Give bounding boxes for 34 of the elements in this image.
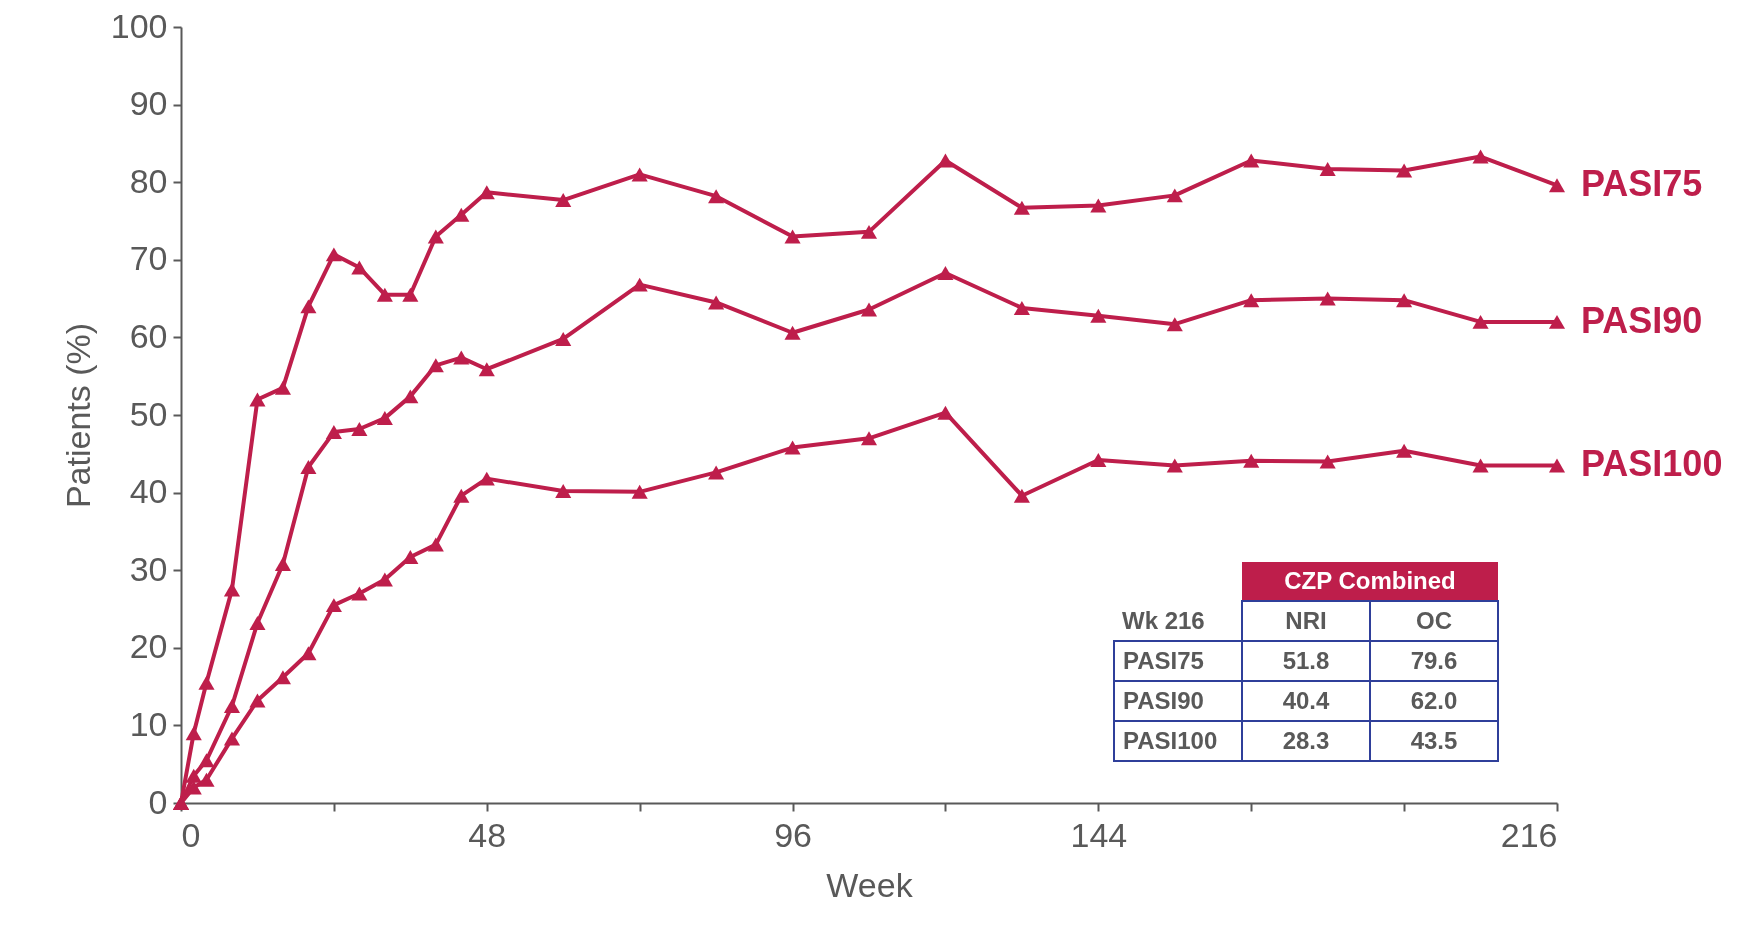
y-tick-label: 100 <box>110 6 168 45</box>
annotation: 43.5 <box>1370 721 1498 761</box>
annotation: PASI100 <box>1114 721 1242 761</box>
annotation: OC <box>1370 601 1498 641</box>
series-label: PASI90 <box>1581 299 1703 341</box>
x-tick-label: 0 <box>181 815 201 854</box>
table-header-cell: CZP Combined <box>1242 562 1498 601</box>
x-tick-label: 96 <box>774 815 812 854</box>
annotation: NRI <box>1242 601 1370 641</box>
annotation: 40.4 <box>1242 681 1370 721</box>
y-tick-label: 90 <box>129 84 168 123</box>
annotation: PASI90 <box>1114 681 1242 721</box>
y-axis-title: Patients (%) <box>58 322 97 509</box>
x-tick-label: 144 <box>1070 815 1128 854</box>
series-label: PASI75 <box>1581 163 1703 205</box>
annotation: 62.0 <box>1370 681 1498 721</box>
y-tick-label: 80 <box>129 161 168 200</box>
annotation: 51.8 <box>1242 641 1370 681</box>
y-tick-label: 10 <box>129 704 168 743</box>
y-tick-label: 70 <box>129 239 168 278</box>
y-tick-label: 60 <box>129 316 168 355</box>
y-tick-label: 40 <box>129 472 168 511</box>
series-label: PASI100 <box>1581 443 1723 485</box>
annotation: 28.3 <box>1242 721 1370 761</box>
y-tick-label: 0 <box>148 782 168 821</box>
y-tick-label: 50 <box>129 394 168 433</box>
x-tick-label: 48 <box>468 815 507 854</box>
annotation: 79.6 <box>1370 641 1498 681</box>
y-tick-label: 20 <box>129 627 168 666</box>
annotation: Wk 216 <box>1121 605 1206 636</box>
annotation: PASI75 <box>1114 641 1242 681</box>
x-tick-label: 216 <box>1500 815 1558 854</box>
x-axis-title: Week <box>826 865 914 904</box>
y-tick-label: 30 <box>129 549 168 588</box>
